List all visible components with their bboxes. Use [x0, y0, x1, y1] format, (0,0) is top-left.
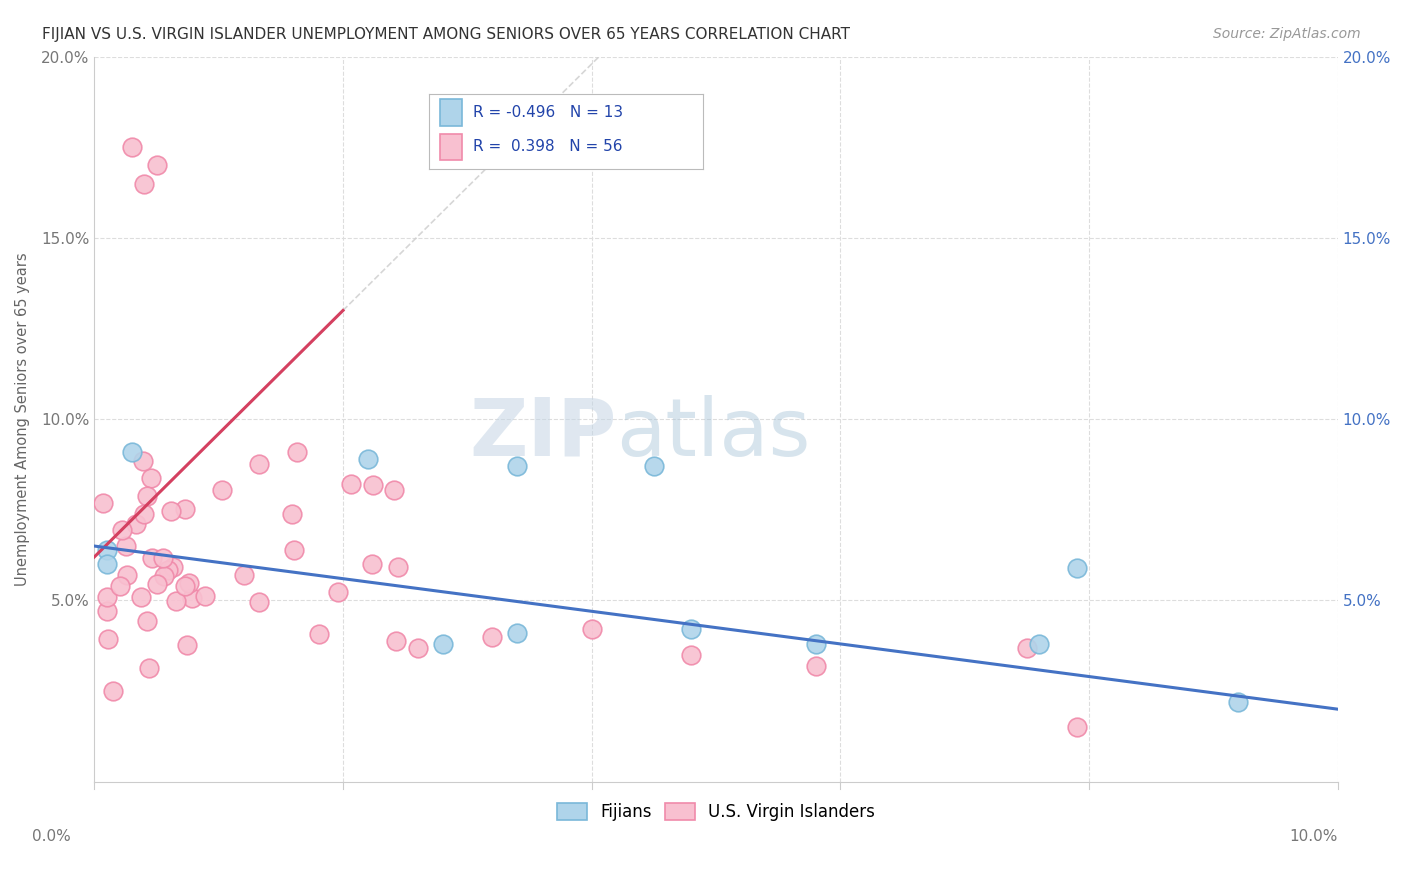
- Point: [174, 579, 197, 593]
- Text: R =  0.398   N = 56: R = 0.398 N = 56: [472, 139, 623, 154]
- Point: [176, 638, 198, 652]
- Point: [581, 623, 603, 637]
- Point: [110, 579, 132, 593]
- Point: [114, 539, 136, 553]
- Point: [283, 542, 305, 557]
- Point: [506, 459, 529, 474]
- Point: [247, 595, 270, 609]
- Point: [232, 568, 254, 582]
- Point: [681, 648, 703, 662]
- Point: [165, 594, 187, 608]
- Point: [1227, 695, 1250, 709]
- Point: [432, 637, 454, 651]
- Point: [643, 459, 665, 474]
- Point: [174, 501, 197, 516]
- Point: [132, 177, 155, 191]
- Point: [131, 590, 153, 604]
- Point: [194, 590, 217, 604]
- Point: [1015, 640, 1038, 655]
- Point: [1066, 720, 1088, 734]
- Text: ZIP: ZIP: [470, 394, 617, 473]
- Y-axis label: Unemployment Among Seniors over 65 years: Unemployment Among Seniors over 65 years: [15, 252, 30, 586]
- Point: [96, 542, 118, 557]
- Text: R = -0.496   N = 13: R = -0.496 N = 13: [472, 105, 623, 120]
- Text: atlas: atlas: [617, 394, 811, 473]
- Point: [179, 575, 201, 590]
- Text: Source: ZipAtlas.com: Source: ZipAtlas.com: [1213, 27, 1361, 41]
- Point: [506, 626, 529, 640]
- Bar: [440, 99, 461, 126]
- Point: [180, 591, 202, 606]
- Point: [1028, 637, 1050, 651]
- Legend: Fijians, U.S. Virgin Islanders: Fijians, U.S. Virgin Islanders: [550, 797, 882, 828]
- Point: [157, 563, 180, 577]
- Point: [339, 477, 361, 491]
- Point: [132, 454, 155, 468]
- Point: [1066, 561, 1088, 575]
- Point: [117, 567, 139, 582]
- Point: [152, 551, 174, 566]
- Point: [384, 633, 406, 648]
- Point: [96, 604, 118, 618]
- Point: [111, 523, 134, 537]
- Point: [145, 577, 167, 591]
- Point: [804, 637, 827, 651]
- Point: [162, 559, 184, 574]
- Point: [382, 483, 405, 498]
- Point: [139, 471, 162, 485]
- Point: [145, 158, 167, 172]
- Point: [125, 517, 148, 532]
- Bar: [440, 134, 461, 161]
- Point: [357, 452, 380, 467]
- Point: [121, 445, 143, 459]
- Point: [211, 483, 233, 497]
- Point: [387, 560, 409, 574]
- Point: [406, 640, 429, 655]
- Point: [360, 558, 382, 572]
- Point: [97, 632, 120, 646]
- Point: [153, 569, 176, 583]
- Point: [247, 457, 270, 471]
- Point: [96, 557, 118, 571]
- Point: [308, 627, 330, 641]
- Text: 10.0%: 10.0%: [1289, 829, 1337, 844]
- Point: [280, 507, 302, 521]
- Point: [681, 623, 703, 637]
- Point: [101, 683, 124, 698]
- Point: [136, 489, 159, 503]
- Point: [159, 504, 181, 518]
- Point: [121, 140, 143, 154]
- Point: [481, 630, 503, 644]
- Point: [134, 508, 156, 522]
- Point: [285, 444, 308, 458]
- Point: [328, 585, 350, 599]
- Point: [804, 658, 827, 673]
- Point: [136, 614, 159, 628]
- Point: [96, 590, 118, 604]
- Point: [91, 496, 114, 510]
- Point: [138, 660, 160, 674]
- Point: [141, 551, 163, 566]
- Point: [361, 478, 384, 492]
- Text: 0.0%: 0.0%: [32, 829, 70, 844]
- Text: FIJIAN VS U.S. VIRGIN ISLANDER UNEMPLOYMENT AMONG SENIORS OVER 65 YEARS CORRELAT: FIJIAN VS U.S. VIRGIN ISLANDER UNEMPLOYM…: [42, 27, 851, 42]
